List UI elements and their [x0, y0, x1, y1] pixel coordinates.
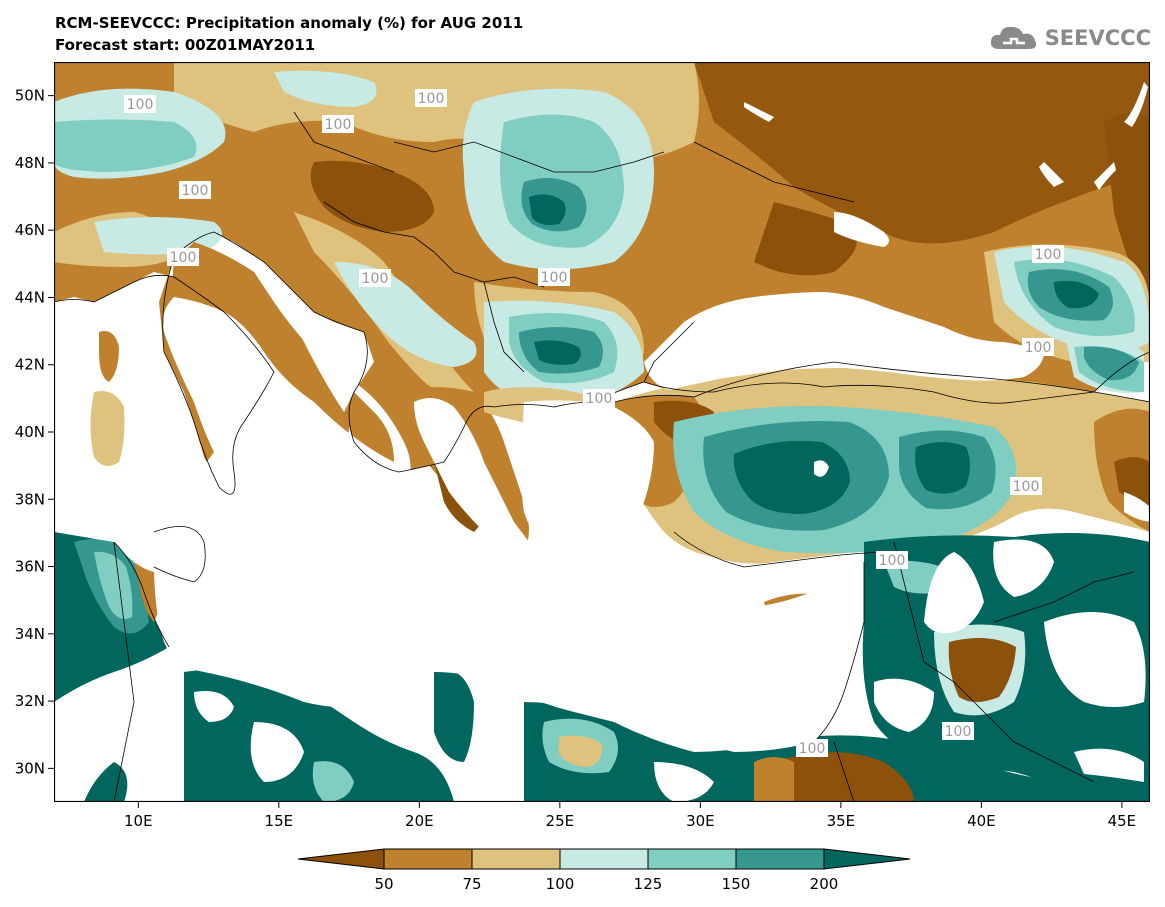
colorbar-cell: [823, 848, 911, 870]
colorbar-tick-label: 50: [374, 875, 393, 893]
contour-label: 100: [359, 269, 391, 287]
svg-text:100: 100: [362, 271, 389, 287]
contour-labels: 100 100 100 100 100 100 100 100 100 100 …: [124, 89, 1064, 757]
lat-tick-label: 50N: [15, 87, 45, 105]
sea-areas: [54, 82, 1148, 752]
contour-label: 100: [124, 95, 156, 113]
lat-tick-label: 36N: [15, 558, 45, 576]
contour-label: 100: [1032, 245, 1064, 263]
lat-tick-label: 38N: [15, 490, 45, 508]
cloud-logo-icon: [990, 26, 1036, 49]
lat-tick-label: 40N: [15, 423, 45, 441]
colorbar-cell: [297, 848, 385, 870]
lat-tick-label: 30N: [15, 759, 45, 777]
colorbar-tick-label: 200: [810, 875, 839, 893]
lon-tick-label: 35E: [827, 812, 856, 830]
map-title: RCM-SEEVCCC: Precipitation anomaly (%) f…: [55, 14, 524, 32]
contour-label: 100: [1022, 338, 1054, 356]
svg-text:100: 100: [1013, 479, 1040, 495]
svg-text:100: 100: [418, 91, 445, 107]
contour-label: 100: [538, 268, 570, 286]
svg-text:100: 100: [586, 391, 613, 407]
lat-tick-label: 48N: [15, 154, 45, 172]
longitude-axis: 10E 15E 20E 25E 30E 35E 40E 45E: [124, 802, 1136, 830]
colorbar-tick-label: 100: [546, 875, 575, 893]
svg-text:100: 100: [945, 724, 972, 740]
svg-text:100: 100: [1025, 340, 1052, 356]
colorbar-cell: [471, 848, 561, 870]
colorbar-cells: [297, 848, 911, 870]
contour-label: 100: [179, 181, 211, 199]
colorbar-cell: [383, 848, 473, 870]
svg-text:100: 100: [182, 183, 209, 199]
svg-text:100: 100: [127, 97, 154, 113]
map-panel: 100 100 100 100 100 100 100 100 100 100 …: [53, 61, 1151, 803]
colorbar-tick-label: 125: [634, 875, 663, 893]
svg-text:100: 100: [541, 270, 568, 286]
contour-label: 100: [167, 248, 199, 266]
contour-label: 100: [876, 551, 908, 569]
contour-label: 100: [415, 89, 447, 107]
contour-label: 100: [583, 389, 615, 407]
lon-tick-label: 40E: [967, 812, 996, 830]
seevccc-logo: SEEVCCC: [989, 22, 1151, 54]
lon-tick-label: 25E: [546, 812, 575, 830]
latitude-axis: 50N 48N 46N 44N 42N 40N 38N 36N 34N 32N 30N: [15, 87, 54, 777]
colorbar-cell: [735, 848, 825, 870]
svg-text:100: 100: [879, 553, 906, 569]
lat-tick-label: 44N: [15, 288, 45, 306]
colorbar-cell: [647, 848, 737, 870]
logo-text: SEEVCCC: [1044, 26, 1151, 50]
lon-tick-label: 20E: [405, 812, 434, 830]
svg-text:100: 100: [170, 250, 197, 266]
colorbar-tick-label: 150: [722, 875, 751, 893]
lon-tick-label: 15E: [265, 812, 294, 830]
contour-label: 100: [1010, 477, 1042, 495]
forecast-start-label: Forecast start: 00Z01MAY2011: [55, 36, 316, 54]
lat-tick-label: 32N: [15, 692, 45, 710]
lon-tick-label: 45E: [1108, 812, 1137, 830]
colorbar-cell: [559, 848, 649, 870]
colorbar: 50 75 100 125 150 200: [297, 848, 911, 893]
country-borders: [53, 111, 1151, 803]
lon-tick-label: 30E: [686, 812, 715, 830]
contour-label: 100: [796, 739, 828, 757]
contour-label: 100: [322, 115, 354, 133]
colorbar-tick-label: 75: [462, 875, 481, 893]
svg-text:100: 100: [1035, 247, 1062, 263]
lat-tick-label: 34N: [15, 625, 45, 643]
svg-text:100: 100: [799, 741, 826, 757]
map-frame: [53, 61, 1151, 803]
lon-tick-label: 10E: [124, 812, 153, 830]
colorbar-labels: 50 75 100 125 150 200: [374, 875, 838, 893]
lat-tick-label: 46N: [15, 221, 45, 239]
svg-text:100: 100: [325, 117, 352, 133]
contour-label: 100: [942, 722, 974, 740]
lat-tick-label: 42N: [15, 356, 45, 374]
precipitation-anomaly-map: 100 100 100 100 100 100 100 100 100 100 …: [53, 61, 1151, 803]
